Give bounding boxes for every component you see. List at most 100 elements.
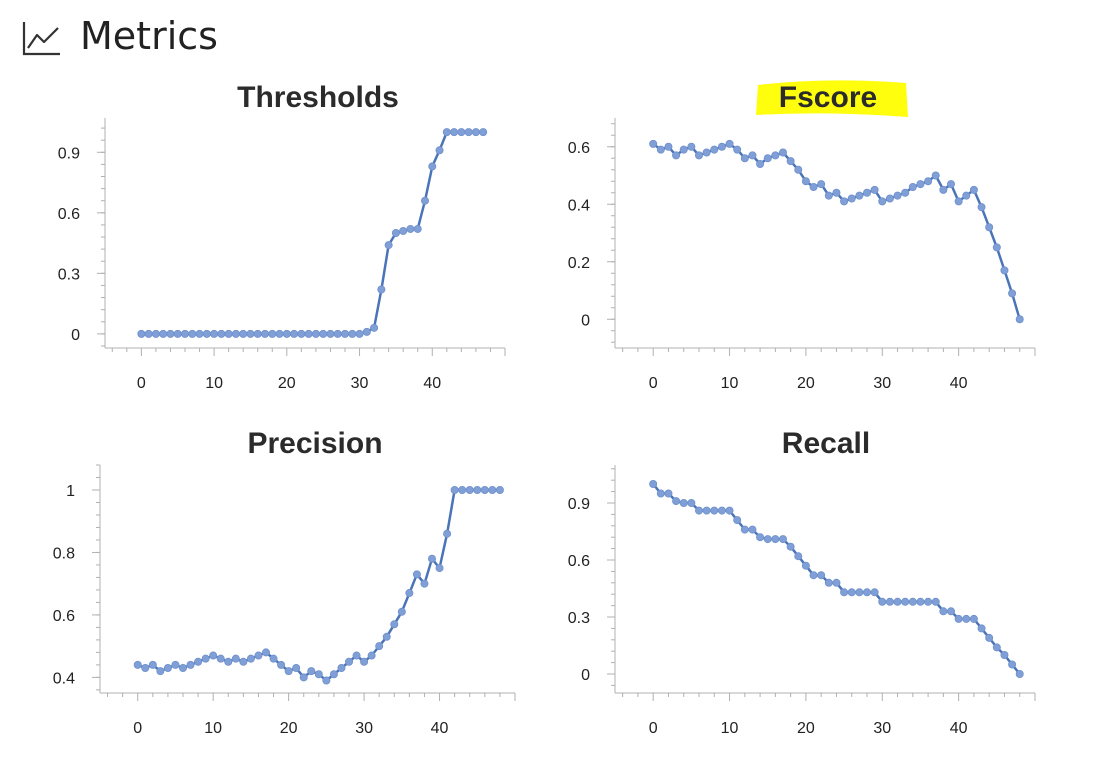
data-point bbox=[908, 597, 917, 606]
y-tick-label: 0.8 bbox=[53, 545, 75, 562]
data-point bbox=[261, 648, 270, 657]
data-point bbox=[1000, 266, 1009, 275]
data-point bbox=[188, 329, 197, 338]
data-point bbox=[171, 660, 180, 669]
data-point bbox=[224, 657, 233, 666]
data-point bbox=[319, 329, 328, 338]
data-point bbox=[442, 128, 451, 137]
y-tick-label: 0.6 bbox=[58, 206, 80, 223]
data-point bbox=[664, 142, 673, 151]
data-point bbox=[855, 191, 864, 200]
data-point bbox=[307, 667, 316, 676]
data-point bbox=[862, 188, 871, 197]
data-point bbox=[817, 180, 826, 189]
data-point bbox=[159, 329, 168, 338]
data-point bbox=[717, 506, 726, 515]
data-point bbox=[370, 323, 379, 332]
data-point bbox=[847, 194, 856, 203]
data-point bbox=[435, 146, 444, 155]
data-point bbox=[710, 506, 719, 515]
data-point bbox=[163, 664, 172, 673]
x-tick-label: 0 bbox=[649, 375, 658, 392]
data-point bbox=[878, 197, 887, 206]
data-point bbox=[939, 607, 948, 616]
chart-title: Precision bbox=[247, 427, 382, 460]
y-tick-label: 0.3 bbox=[568, 610, 590, 627]
data-point bbox=[954, 197, 963, 206]
data-point bbox=[377, 285, 386, 294]
fscore-chart: Fscore 0 0.2 0.4 0.6 0 10 20 30 40 bbox=[568, 80, 1036, 392]
x-tick-label: 10 bbox=[205, 375, 223, 392]
data-point bbox=[771, 151, 780, 160]
y-tick-label: 0.9 bbox=[568, 496, 590, 513]
data-point bbox=[694, 506, 703, 515]
y-tick-label: 1 bbox=[66, 483, 75, 500]
data-point bbox=[217, 329, 226, 338]
data-point bbox=[397, 607, 406, 616]
data-point bbox=[733, 145, 742, 154]
data-point bbox=[340, 329, 349, 338]
data-point bbox=[717, 142, 726, 151]
data-point bbox=[210, 329, 219, 338]
data-point bbox=[156, 667, 165, 676]
data-point bbox=[382, 632, 391, 641]
data-point bbox=[809, 183, 818, 192]
data-point bbox=[1015, 669, 1024, 678]
data-point bbox=[450, 128, 459, 137]
data-point bbox=[224, 329, 233, 338]
recall-chart: Recall 0 0.3 0.6 0.9 0 10 20 30 40 bbox=[568, 427, 1036, 737]
data-point bbox=[311, 329, 320, 338]
x-tick-label: 10 bbox=[721, 375, 739, 392]
chart-title: Thresholds bbox=[237, 81, 399, 114]
data-point bbox=[406, 224, 415, 233]
data-point bbox=[939, 185, 948, 194]
data-point bbox=[246, 329, 255, 338]
data-point bbox=[195, 329, 204, 338]
data-point bbox=[931, 171, 940, 180]
data-point bbox=[694, 151, 703, 160]
x-tick-label: 0 bbox=[649, 720, 658, 737]
data-point bbox=[794, 165, 803, 174]
data-point bbox=[360, 657, 369, 666]
data-point bbox=[333, 329, 342, 338]
data-point bbox=[786, 157, 795, 166]
data-point bbox=[656, 489, 665, 498]
data-point bbox=[740, 525, 749, 534]
data-point bbox=[375, 642, 384, 651]
data-point bbox=[479, 128, 488, 137]
data-point bbox=[893, 597, 902, 606]
data-point bbox=[855, 588, 864, 597]
data-point bbox=[824, 578, 833, 587]
data-point bbox=[1015, 315, 1024, 324]
data-point bbox=[885, 194, 894, 203]
chart-panel-thresholds: Thresholds 0 0.3 0.6 0.9 0 10 20 30 40 bbox=[0, 70, 520, 410]
data-point bbox=[649, 139, 658, 148]
data-point bbox=[282, 329, 291, 338]
data-point bbox=[924, 597, 933, 606]
data-point bbox=[824, 191, 833, 200]
data-point bbox=[664, 489, 673, 498]
x-tick-label: 0 bbox=[133, 720, 142, 737]
data-point bbox=[458, 485, 467, 494]
data-point bbox=[840, 588, 849, 597]
y-tick-label: 0.3 bbox=[58, 266, 80, 283]
data-point bbox=[412, 570, 421, 579]
x-tick-label: 30 bbox=[351, 375, 369, 392]
data-point bbox=[985, 223, 994, 232]
data-point bbox=[832, 188, 841, 197]
data-point bbox=[801, 177, 810, 186]
y-tick-label: 0 bbox=[581, 667, 590, 684]
data-point bbox=[268, 329, 277, 338]
data-point bbox=[384, 241, 393, 250]
data-point bbox=[322, 676, 331, 685]
data-point bbox=[763, 535, 772, 544]
data-point bbox=[246, 654, 255, 663]
data-point bbox=[954, 614, 963, 623]
data-point bbox=[725, 506, 734, 515]
data-point bbox=[916, 597, 925, 606]
data-point bbox=[1008, 660, 1017, 669]
data-point bbox=[656, 145, 665, 154]
data-point bbox=[314, 670, 323, 679]
x-tick-label: 40 bbox=[423, 375, 441, 392]
data-point bbox=[148, 660, 157, 669]
